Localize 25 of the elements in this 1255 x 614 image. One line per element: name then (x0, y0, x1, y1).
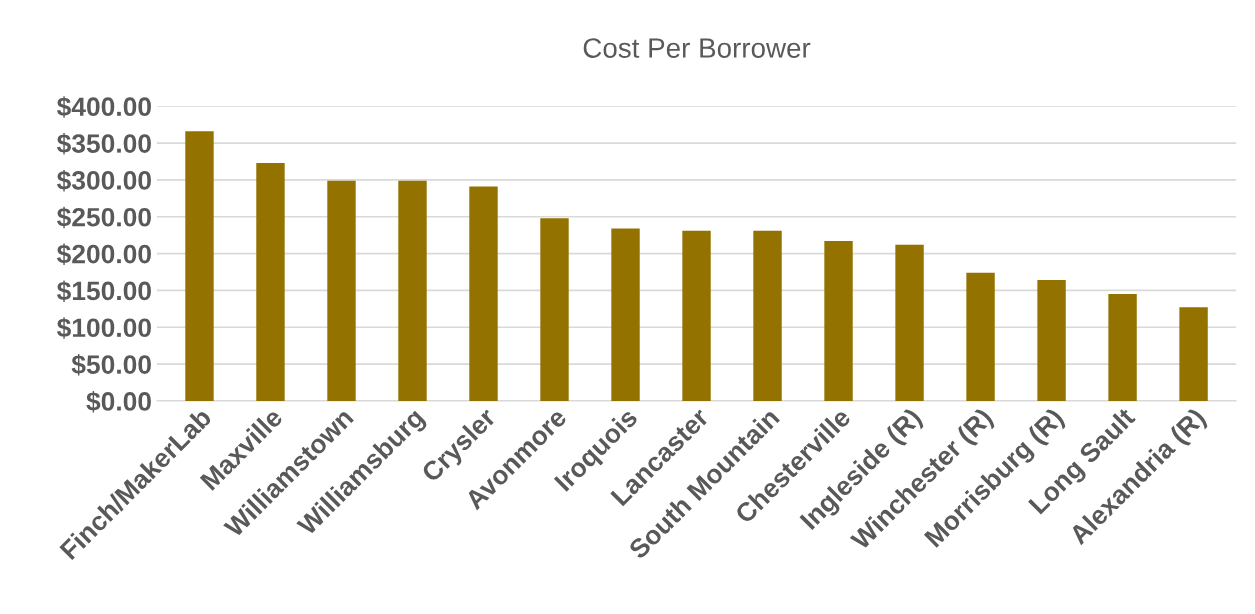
y-tick-label: $50.00 (71, 354, 151, 376)
y-tick-label: $250.00 (56, 206, 151, 229)
bar (682, 230, 711, 401)
y-tick-label: $350.00 (56, 133, 151, 155)
bar (398, 180, 427, 401)
y-tick-label: $200.00 (56, 243, 151, 266)
bar (185, 131, 214, 401)
bar (824, 241, 853, 401)
y-tick-label: $100.00 (56, 317, 151, 339)
chart-title: Cost Per Borrower (583, 38, 811, 58)
y-tick-label: $400.00 (56, 96, 151, 118)
bar (327, 180, 356, 401)
y-tick-label: $300.00 (56, 169, 151, 192)
bar (1108, 294, 1137, 401)
bar (966, 272, 995, 401)
bar (611, 228, 640, 401)
bar (1179, 307, 1208, 401)
bar (540, 218, 569, 401)
y-tick-label: $0.00 (86, 390, 151, 413)
bar (469, 186, 498, 401)
bar (895, 244, 924, 401)
bar (1037, 280, 1066, 401)
bar (753, 230, 782, 401)
y-tick-label: $150.00 (56, 280, 151, 302)
bar (256, 162, 285, 401)
